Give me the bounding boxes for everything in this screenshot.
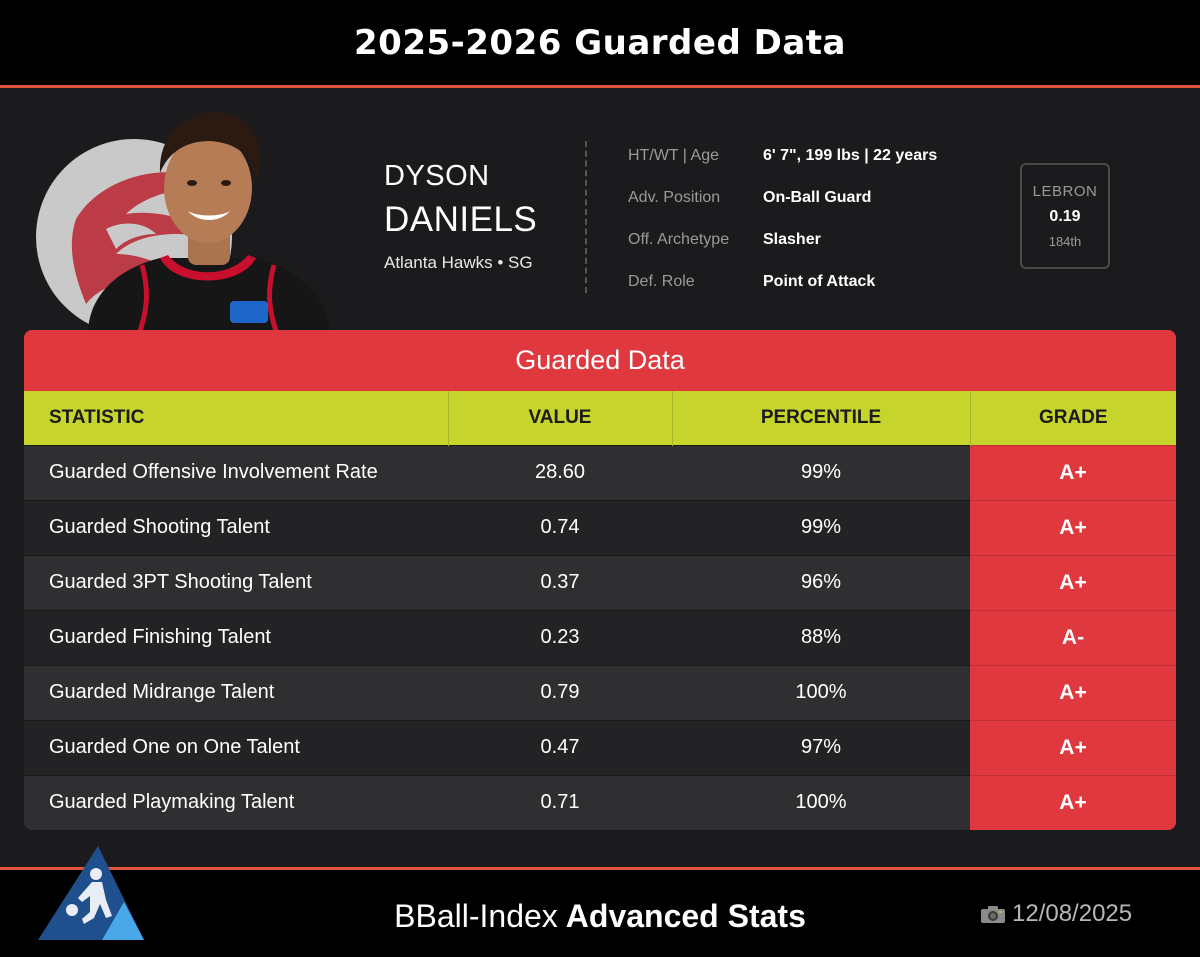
cell-percentile: 88% xyxy=(672,609,970,665)
info-value: On-Ball Guard xyxy=(763,189,872,206)
info-value: 6' 7", 199 lbs | 22 years xyxy=(763,147,938,164)
brand-tagline: Advanced Stats xyxy=(565,898,806,934)
cell-grade: A+ xyxy=(970,774,1176,830)
info-row-def-role: Def. Role Point of Attack xyxy=(628,273,937,315)
cell-statistic: Guarded Playmaking Talent xyxy=(24,774,448,830)
guarded-data-table-card: Guarded Data STATISTIC VALUE PERCENTILE … xyxy=(24,330,1176,830)
player-last-name: DANIELS xyxy=(384,200,538,239)
player-team-position: Atlanta Hawks • SG xyxy=(384,253,533,272)
date-stamp: 12/08/2025 xyxy=(980,900,1132,928)
info-row-off-archetype: Off. Archetype Slasher xyxy=(628,231,937,273)
cell-percentile: 99% xyxy=(672,499,970,555)
cell-value: 0.47 xyxy=(448,719,672,775)
info-value: Slasher xyxy=(763,231,821,248)
lebron-metric-box: LEBRON 0.19 184th xyxy=(1020,163,1110,269)
cell-value: 0.23 xyxy=(448,609,672,665)
player-info-grid: HT/WT | Age 6' 7", 199 lbs | 22 years Ad… xyxy=(628,147,937,315)
bball-index-logo-icon xyxy=(38,846,144,940)
cell-grade: A+ xyxy=(970,664,1176,720)
brand-title: BBall-Index Advanced Stats xyxy=(0,898,1200,935)
info-label: Def. Role xyxy=(628,273,695,290)
table-row: Guarded Midrange Talent 0.79 100% A+ xyxy=(24,664,1176,720)
cell-percentile: 100% xyxy=(672,774,970,830)
table-row: Guarded Playmaking Talent 0.71 100% A+ xyxy=(24,774,1176,830)
table-row: Guarded Offensive Involvement Rate 28.60… xyxy=(24,444,1176,500)
camera-icon xyxy=(981,906,1005,923)
info-value: Point of Attack xyxy=(763,273,876,290)
info-label: Off. Archetype xyxy=(628,231,730,248)
cell-percentile: 97% xyxy=(672,719,970,775)
lebron-label: LEBRON xyxy=(1032,183,1098,200)
cell-statistic: Guarded Midrange Talent xyxy=(24,664,448,720)
cell-value: 0.37 xyxy=(448,554,672,610)
cell-statistic: Guarded One on One Talent xyxy=(24,719,448,775)
cell-grade: A+ xyxy=(970,554,1176,610)
cell-statistic: Guarded Shooting Talent xyxy=(24,499,448,555)
player-first-name: DYSON xyxy=(384,160,490,192)
table-title-bar: Guarded Data xyxy=(24,330,1176,391)
cell-grade: A+ xyxy=(970,499,1176,555)
page-header: 2025-2026 Guarded Data xyxy=(0,0,1200,88)
column-header-grade[interactable]: GRADE xyxy=(970,391,1176,445)
table-row: Guarded 3PT Shooting Talent 0.37 96% A+ xyxy=(24,554,1176,610)
info-label: Adv. Position xyxy=(628,189,721,206)
column-header-percentile[interactable]: PERCENTILE xyxy=(672,391,971,445)
cell-value: 0.79 xyxy=(448,664,672,720)
info-label: HT/WT | Age xyxy=(628,147,719,164)
column-header-statistic[interactable]: STATISTIC xyxy=(24,391,449,445)
cell-grade: A+ xyxy=(970,444,1176,500)
cell-grade: A+ xyxy=(970,719,1176,775)
brand-name: BBall-Index xyxy=(394,898,558,934)
info-row-adv-position: Adv. Position On-Ball Guard xyxy=(628,189,937,231)
cell-statistic: Guarded 3PT Shooting Talent xyxy=(24,554,448,610)
cell-percentile: 96% xyxy=(672,554,970,610)
cell-grade: A- xyxy=(970,609,1176,665)
table-row: Guarded Shooting Talent 0.74 99% A+ xyxy=(24,499,1176,555)
divider xyxy=(585,141,587,293)
hawks-logo-icon xyxy=(71,172,226,304)
table-title: Guarded Data xyxy=(515,345,685,375)
cell-percentile: 99% xyxy=(672,444,970,500)
table-row: Guarded Finishing Talent 0.23 88% A- xyxy=(24,609,1176,665)
column-header-value[interactable]: VALUE xyxy=(448,391,673,445)
player-headshot xyxy=(88,112,330,331)
lebron-value: 0.19 xyxy=(1049,208,1081,225)
cell-statistic: Guarded Finishing Talent xyxy=(24,609,448,665)
cell-value: 0.74 xyxy=(448,499,672,555)
table-header-row: STATISTIC VALUE PERCENTILE GRADE xyxy=(24,391,1176,445)
date-text: 12/08/2025 xyxy=(1012,900,1133,927)
cell-value: 0.71 xyxy=(448,774,672,830)
page-title: 2025-2026 Guarded Data xyxy=(354,22,846,63)
player-name-block: DYSON DANIELS Atlanta Hawks • SG xyxy=(384,159,537,273)
lebron-rank: 184th xyxy=(1048,234,1082,249)
page-footer: BBall-Index Advanced Stats 12/08/2025 xyxy=(0,846,1200,957)
cell-statistic: Guarded Offensive Involvement Rate xyxy=(24,444,448,500)
player-card: DYSON DANIELS Atlanta Hawks • SG HT/WT |… xyxy=(0,91,1200,335)
cell-value: 28.60 xyxy=(448,444,672,500)
cell-percentile: 100% xyxy=(672,664,970,720)
guarded-data-table: STATISTIC VALUE PERCENTILE GRADE Guarded… xyxy=(24,391,1176,830)
table-row: Guarded One on One Talent 0.47 97% A+ xyxy=(24,719,1176,775)
info-row-ht-wt-age: HT/WT | Age 6' 7", 199 lbs | 22 years xyxy=(628,147,937,189)
